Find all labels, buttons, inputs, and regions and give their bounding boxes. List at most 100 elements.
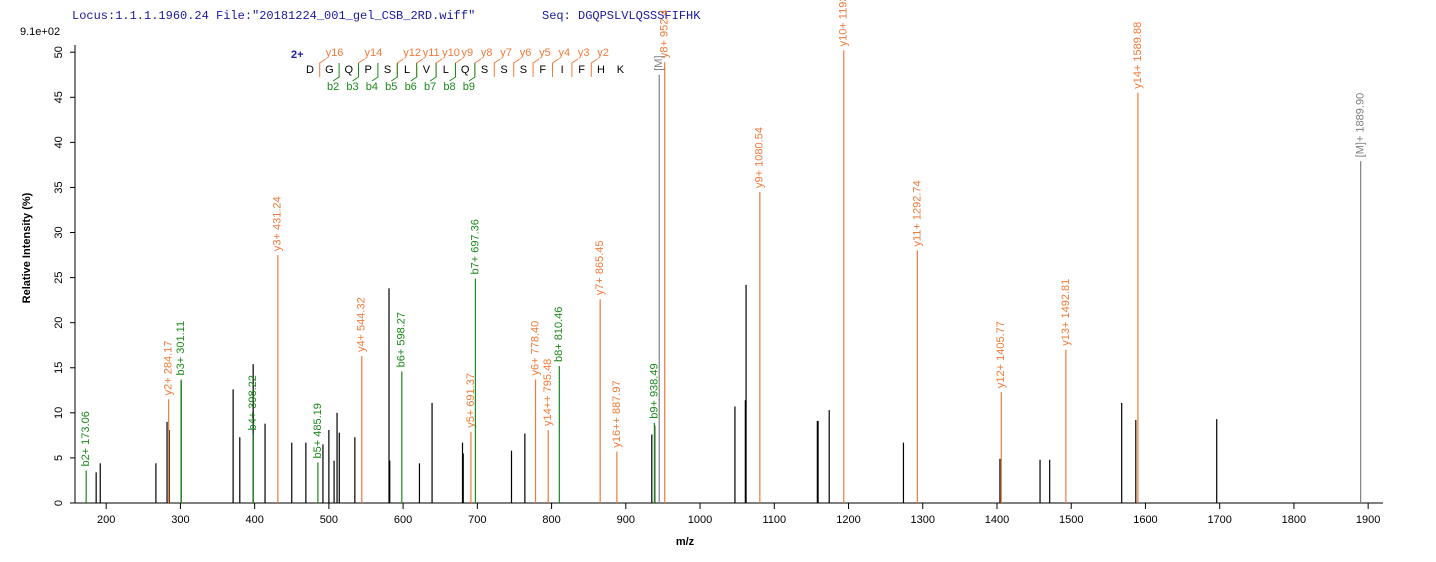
residue: P [365,64,372,76]
peak-label: y8+ 952.4 [659,10,671,59]
y-bracket [435,58,443,77]
peak-label: y16++ 887.97 [611,380,623,447]
peak-label: b5+ 485.19 [312,403,324,458]
residue: L [443,64,449,76]
residue: D [306,64,314,76]
b-ion: b3 [346,81,358,93]
x-tick-label: 1000 [688,514,712,526]
peak-label: b4+ 398.22 [247,375,259,430]
x-tick-label: 1900 [1356,514,1380,526]
peak-label: b2+ 173.06 [80,411,92,466]
x-tick-label: 1800 [1282,514,1306,526]
x-tick-label: 500 [320,514,338,526]
x-tick-label: 1700 [1207,514,1231,526]
y-ion: y12 [403,47,421,59]
b-bracket [371,63,379,82]
b-ion: b9 [463,81,475,93]
b-ion: b8 [443,81,455,93]
x-tick-label: 1300 [911,514,935,526]
b-bracket [449,63,456,82]
residue: G [325,64,334,76]
b-bracket [410,63,418,82]
header-locus: Locus:1.1.1.1960.24 File:"20181224_001_g… [72,9,475,23]
x-tick-label: 900 [617,514,635,526]
b-bracket [332,63,340,82]
b-ion: b7 [424,81,436,93]
x-tick-label: 800 [542,514,560,526]
residue: S [384,64,391,76]
y-ion: y14 [365,47,383,59]
y-tick-label: 5 [53,455,65,461]
x-tick-label: 700 [468,514,486,526]
b-bracket [352,63,359,82]
y-tick-label: 10 [53,407,65,419]
x-axis-title: m/z [676,536,695,548]
x-tick-label: 1400 [985,514,1009,526]
y-ion: y8 [481,47,493,59]
peak-label: y14+ 1589.88 [1132,22,1144,89]
multiplier: 9.1e+02 [20,26,60,38]
b-bracket [429,63,437,82]
residue: S [481,64,488,76]
peak-label: y12+ 1405.77 [995,321,1007,388]
y-ion: y5 [539,47,551,59]
peak-label: y6+ 778.40 [529,321,541,376]
y-tick-label: 50 [53,46,65,58]
y-tick-label: 0 [53,500,65,506]
peak-label: b3+ 301.11 [175,321,187,376]
peak-label: b9+ 938.49 [648,363,660,418]
peak-label: y10+ 1193.61 [838,0,850,46]
y-ion: y9 [462,47,474,59]
y-tick-label: 20 [53,317,65,329]
peak-label: y4+ 544.32 [356,297,368,352]
peak-label: b8+ 810.46 [553,307,565,362]
residue: K [617,64,625,76]
peak-label: b7+ 697.36 [469,219,481,274]
y-bracket [571,58,579,77]
b-ion: b4 [366,81,378,93]
y-ion: y16 [326,47,344,59]
x-tick-label: 1500 [1059,514,1083,526]
peak-label: y5+ 691.37 [465,373,477,428]
y-ion: y6 [520,47,532,59]
y-bracket [396,58,404,77]
b-ion: b6 [405,81,417,93]
residue: F [578,64,585,76]
peak-label: [M]+ 1889.90 [1355,93,1367,158]
y-tick-label: 25 [53,271,65,283]
peak-label: y3+ 431.24 [272,196,284,251]
peak-label: y13+ 1492.81 [1060,279,1072,346]
y-bracket [590,58,598,77]
residue: S [520,64,527,76]
b-bracket [468,63,476,82]
peak-label: y7+ 865.45 [594,240,606,295]
y-ion: y11 [423,47,440,59]
x-tick-label: 400 [245,514,263,526]
y-bracket [552,58,559,77]
y-ion: y7 [500,47,512,59]
residue: I [561,64,564,76]
y-ion: y3 [578,47,590,59]
y-bracket [532,58,540,77]
y-tick-label: 15 [53,362,65,374]
y-bracket [493,58,501,77]
x-tick-label: 1200 [836,514,860,526]
y-bracket [319,58,326,77]
y-ion: y2 [597,47,609,59]
residue: V [423,64,431,76]
x-tick-label: 200 [97,514,115,526]
y-ion: y10 [442,47,460,59]
charge: 2+ [291,49,304,61]
residue: F [539,64,546,76]
x-tick-label: 1100 [762,514,786,526]
x-tick-label: 300 [171,514,189,526]
header-seq: Seq: DGQPSLVLQSSSFIFHK [542,9,701,23]
peak-label: [M] [653,55,665,70]
b-ion: b5 [385,81,397,93]
peak-label: y9+ 1080.54 [754,127,766,188]
peak-label: b6+ 598.27 [396,312,408,367]
residue: Q [461,64,470,76]
x-tick-label: 1600 [1133,514,1157,526]
y-tick-label: 30 [53,226,65,238]
